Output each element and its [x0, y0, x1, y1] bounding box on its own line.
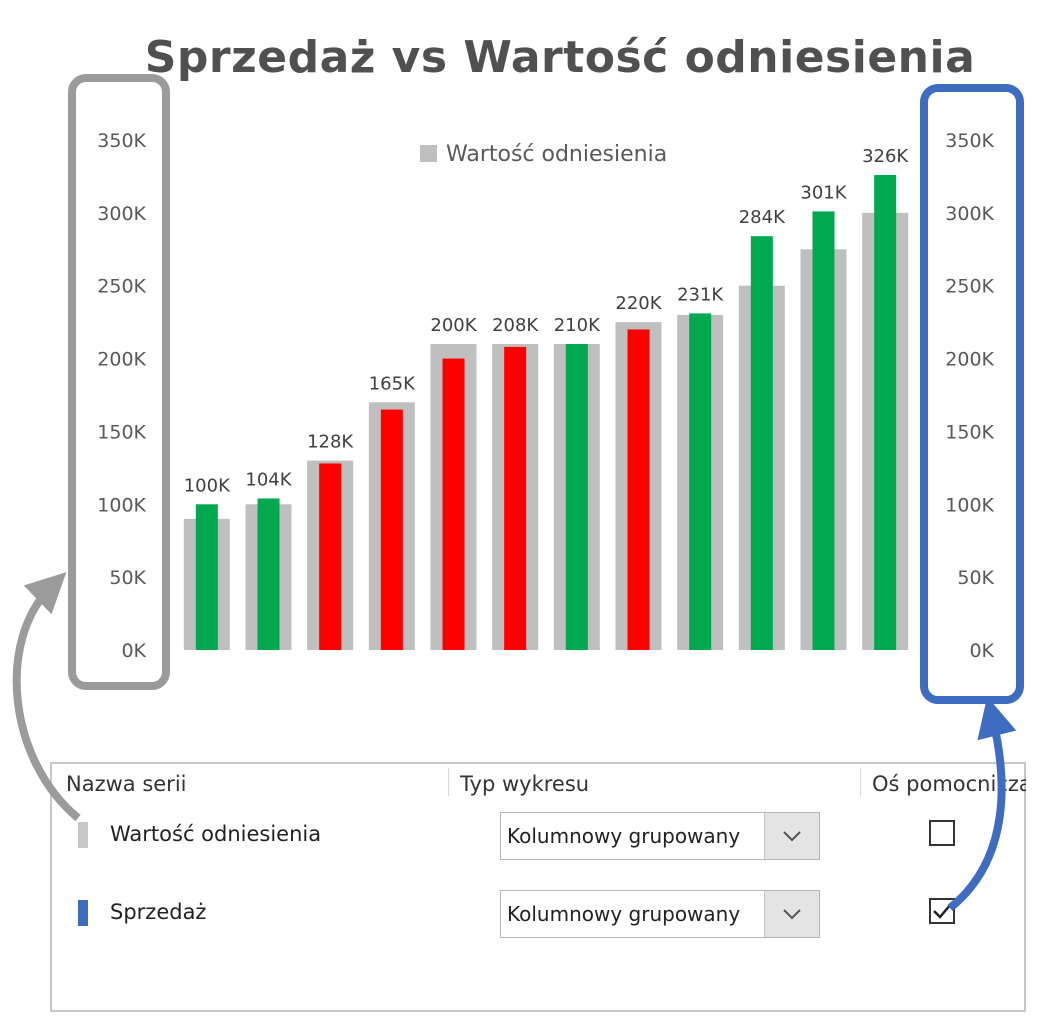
- chart-type-value: Kolumnowy grupowany: [507, 902, 741, 926]
- sales-bar: [504, 346, 527, 650]
- left-y-tick-label: 250K: [97, 276, 146, 298]
- left-y-tick-label: 300K: [97, 203, 146, 225]
- data-label: 104K: [245, 469, 292, 490]
- right-y-tick-label: 300K: [945, 203, 994, 225]
- sales-bar: [565, 344, 588, 650]
- data-label: 284K: [739, 207, 786, 228]
- sales-bar: [874, 174, 897, 650]
- chart-title: Sprzedaż vs Wartość odniesienia: [144, 32, 976, 83]
- chart-type-value: Kolumnowy grupowany: [507, 824, 741, 848]
- header-divider: [448, 768, 449, 796]
- data-label: 210K: [554, 315, 601, 336]
- data-label: 128K: [307, 432, 354, 453]
- sales-bar: [380, 409, 403, 650]
- sales-bar: [689, 313, 712, 650]
- series-color-swatch: [78, 822, 88, 848]
- data-label: 231K: [677, 284, 724, 305]
- sales-bar: [195, 504, 218, 650]
- data-label: 200K: [430, 315, 477, 336]
- sales-bar: [812, 211, 835, 650]
- sales-bar: [319, 463, 342, 650]
- checkmark-icon: [933, 903, 952, 919]
- left-y-tick-label: 200K: [97, 349, 146, 371]
- secondary-axis-checkbox[interactable]: [929, 820, 955, 846]
- right-y-tick-label: 200K: [945, 349, 994, 371]
- right-y-tick-label: 50K: [957, 567, 994, 589]
- left-axis-highlight: [68, 74, 170, 690]
- sales-bar: [750, 236, 773, 650]
- dropdown-button[interactable]: [764, 891, 819, 937]
- chart-type-select[interactable]: Kolumnowy grupowany: [500, 812, 820, 860]
- right-y-axis: 0K 50K 100K 150K 200K 250K 300K 350K: [945, 130, 994, 662]
- data-label: 208K: [492, 315, 539, 336]
- series-options-panel: Nazwa serii Typ wykresu Oś pomocnicza Wa…: [50, 762, 1026, 1012]
- left-y-axis: 0K 50K 100K 150K 200K 250K 300K 350K: [97, 130, 146, 662]
- left-y-tick-label: 50K: [109, 567, 146, 589]
- data-labels: 100K 104K 128K 165K 200K 208K 210K 220K 231K 284K…: [184, 146, 910, 496]
- left-y-tick-label: 150K: [97, 421, 146, 443]
- sales-bar: [442, 358, 465, 650]
- sales-bar: [627, 329, 650, 650]
- series-name: Wartość odniesienia: [110, 822, 322, 846]
- data-label: 165K: [369, 373, 416, 394]
- left-y-tick-label: 100K: [97, 494, 146, 516]
- left-y-tick-label: 350K: [97, 130, 146, 152]
- chart-legend: Wartość odniesienia: [420, 142, 667, 167]
- right-y-tick-label: 250K: [945, 276, 994, 298]
- chart-bars: [183, 174, 909, 651]
- right-y-tick-label: 0K: [969, 640, 994, 662]
- chevron-down-icon: [783, 831, 801, 842]
- legend-label: Wartość odniesienia: [446, 142, 667, 167]
- chevron-down-icon: [783, 909, 801, 920]
- right-axis-highlight: [920, 84, 1024, 704]
- right-y-tick-label: 150K: [945, 421, 994, 443]
- data-label: 220K: [615, 293, 662, 314]
- series-row-reference: Wartość odniesienia Kolumnowy grupowany: [52, 812, 1024, 862]
- data-label: 100K: [184, 475, 231, 496]
- header-chart-type: Typ wykresu: [460, 772, 590, 796]
- left-y-tick-label: 0K: [121, 640, 146, 662]
- secondary-axis-checkbox[interactable]: [929, 898, 955, 924]
- series-name: Sprzedaż: [110, 900, 207, 924]
- legend-swatch: [420, 145, 437, 162]
- series-color-swatch: [78, 900, 88, 926]
- header-series-name: Nazwa serii: [66, 772, 187, 796]
- chart-type-select[interactable]: Kolumnowy grupowany: [500, 890, 820, 938]
- right-y-tick-label: 350K: [945, 130, 994, 152]
- data-label: 326K: [862, 146, 909, 167]
- dropdown-button[interactable]: [764, 813, 819, 859]
- header-secondary-axis: Oś pomocnicza: [872, 772, 1026, 796]
- sales-bar: [257, 498, 280, 650]
- header-divider: [860, 768, 861, 796]
- right-y-tick-label: 100K: [945, 494, 994, 516]
- data-label: 301K: [800, 182, 847, 203]
- series-row-sales: Sprzedaż Kolumnowy grupowany: [52, 890, 1024, 940]
